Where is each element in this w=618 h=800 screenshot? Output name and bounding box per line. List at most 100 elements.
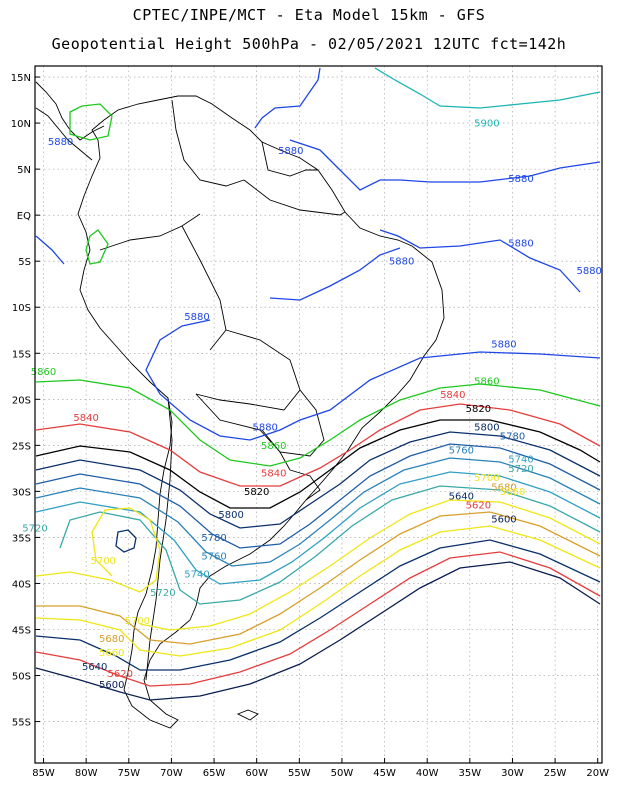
contour-5680: [36, 511, 601, 645]
lat-tick-label: 10N: [11, 119, 31, 130]
contour-label-5640: 5640: [449, 491, 474, 502]
lat-tick-label: 15N: [11, 73, 31, 84]
border-bolivia: [195, 329, 301, 411]
contour-5760: [35, 457, 601, 567]
contour-5700: [139, 499, 601, 631]
contour-5600: [35, 561, 601, 701]
border-peru-brazil: [181, 225, 227, 351]
contour-label-5740: 5740: [508, 455, 533, 466]
contour-label-5880: 5880: [576, 266, 601, 277]
contour-label-5820: 5820: [466, 404, 491, 415]
lat-tick-label: 10S: [12, 303, 31, 314]
lon-tick-label: 55W: [288, 768, 311, 779]
central-america-coastline: [35, 81, 105, 141]
contour-5880-c: [379, 229, 581, 293]
contour-label-5880: 5880: [508, 174, 533, 185]
contour-label-5680: 5680: [491, 482, 516, 493]
contour-label-5880: 5880: [491, 340, 516, 351]
contour-label-5700: 5700: [474, 473, 499, 484]
lat-tick-label: EQ: [17, 211, 31, 222]
lon-tick-label: 80W: [75, 768, 98, 779]
contour-5740: [35, 471, 601, 585]
contour-label-5700: 5700: [125, 616, 150, 627]
lon-tick-label: 30W: [501, 768, 524, 779]
contour-5880-d: [269, 247, 401, 301]
lat-tick-label: 5S: [18, 257, 31, 268]
contour-label-5880: 5880: [48, 137, 73, 148]
border-brazil-north: [243, 179, 346, 216]
border-colombia-peru: [99, 213, 201, 251]
contour-5840: [35, 403, 601, 487]
contour-5700-cutoff: [35, 507, 161, 593]
contour-5900: [374, 67, 601, 109]
lat-tick-label: 35S: [12, 533, 31, 544]
chart-title-line1: CPTEC/INPE/MCT - Eta Model 15km - GFS: [132, 6, 486, 24]
border-uruguay: [289, 469, 321, 501]
contour-5880-a: [35, 235, 65, 265]
border-guianas: [261, 141, 318, 177]
contour-label-5880: 5880: [389, 257, 414, 268]
contour-label-5860: 5860: [31, 367, 56, 378]
contour-label-5760: 5760: [449, 445, 474, 456]
lat-tick-label: 40S: [12, 579, 31, 590]
lat-tick-label: 50S: [12, 672, 31, 683]
lon-tick-label: 70W: [160, 768, 183, 779]
contour-label-5840: 5840: [261, 468, 286, 479]
contour-label-5900: 5900: [474, 119, 499, 130]
contour-label-5720: 5720: [150, 588, 175, 599]
lon-tick-label: 25W: [544, 768, 567, 779]
lat-tick-label: 45S: [12, 625, 31, 636]
contour-5880-north: [254, 67, 321, 129]
contour-label-5880: 5880: [278, 146, 303, 157]
lon-tick-label: 50W: [331, 768, 354, 779]
geopotential-contours: [35, 67, 601, 701]
lat-tick-label: 5N: [17, 165, 31, 176]
border-argentina-chile: [145, 397, 173, 681]
lat-tick-label: 30S: [12, 487, 31, 498]
contour-5880-caribbean: [69, 103, 113, 141]
axis-ticks: 85W 80W 75W 70W 65W 60W 55W 50W 45W 40W 35W 30W 25W 2…: [11, 73, 609, 779]
contour-label-5600: 5600: [491, 515, 516, 526]
map-frame: [34, 65, 603, 764]
contour-label-5760: 5760: [201, 551, 226, 562]
contour-label-5800: 5800: [474, 422, 499, 433]
lat-tick-label: 15S: [12, 349, 31, 360]
contour-label-5660: 5660: [500, 487, 525, 498]
contour-label-5660: 5660: [99, 648, 124, 659]
lon-tick-label: 85W: [32, 768, 55, 779]
lon-tick-label: 40W: [416, 768, 439, 779]
contour-5660: [35, 525, 601, 657]
contour-label-5600: 5600: [99, 680, 124, 691]
contour-5640: [35, 539, 601, 671]
contour-label-5880: 5880: [184, 312, 209, 323]
contour-label-5620: 5620: [466, 501, 491, 512]
contour-label-5640: 5640: [82, 662, 107, 673]
contour-5880-b: [289, 139, 601, 191]
contour-label-5860: 5860: [474, 376, 499, 387]
contour-5820: [35, 419, 601, 509]
contour-label-5780: 5780: [500, 432, 525, 443]
south-america-coastline: [77, 95, 445, 729]
lat-tick-label: 25S: [12, 441, 31, 452]
lat-lon-grid: [35, 66, 602, 763]
central-america-coastline-south: [35, 107, 93, 161]
contour-label-5880: 5880: [508, 238, 533, 249]
lon-tick-label: 60W: [245, 768, 268, 779]
contour-label-5880: 5880: [252, 422, 277, 433]
contour-label-5780: 5780: [201, 533, 226, 544]
border-colombia-venezuela: [171, 99, 245, 187]
contour-label-5820: 5820: [244, 487, 269, 498]
contour-label-5620: 5620: [108, 669, 133, 680]
contour-label-5700: 5700: [90, 556, 115, 567]
contour-5700-center: [115, 529, 137, 553]
lon-tick-label: 75W: [117, 768, 140, 779]
contour-5880-e: [145, 319, 601, 441]
lon-tick-label: 20W: [586, 768, 609, 779]
contour-5860: [35, 379, 601, 467]
contour-label-5740: 5740: [184, 570, 209, 581]
lon-tick-label: 35W: [459, 768, 482, 779]
contour-label-5680: 5680: [99, 634, 124, 645]
contour-5620: [35, 551, 601, 687]
contour-5880-pacific: [85, 229, 109, 265]
